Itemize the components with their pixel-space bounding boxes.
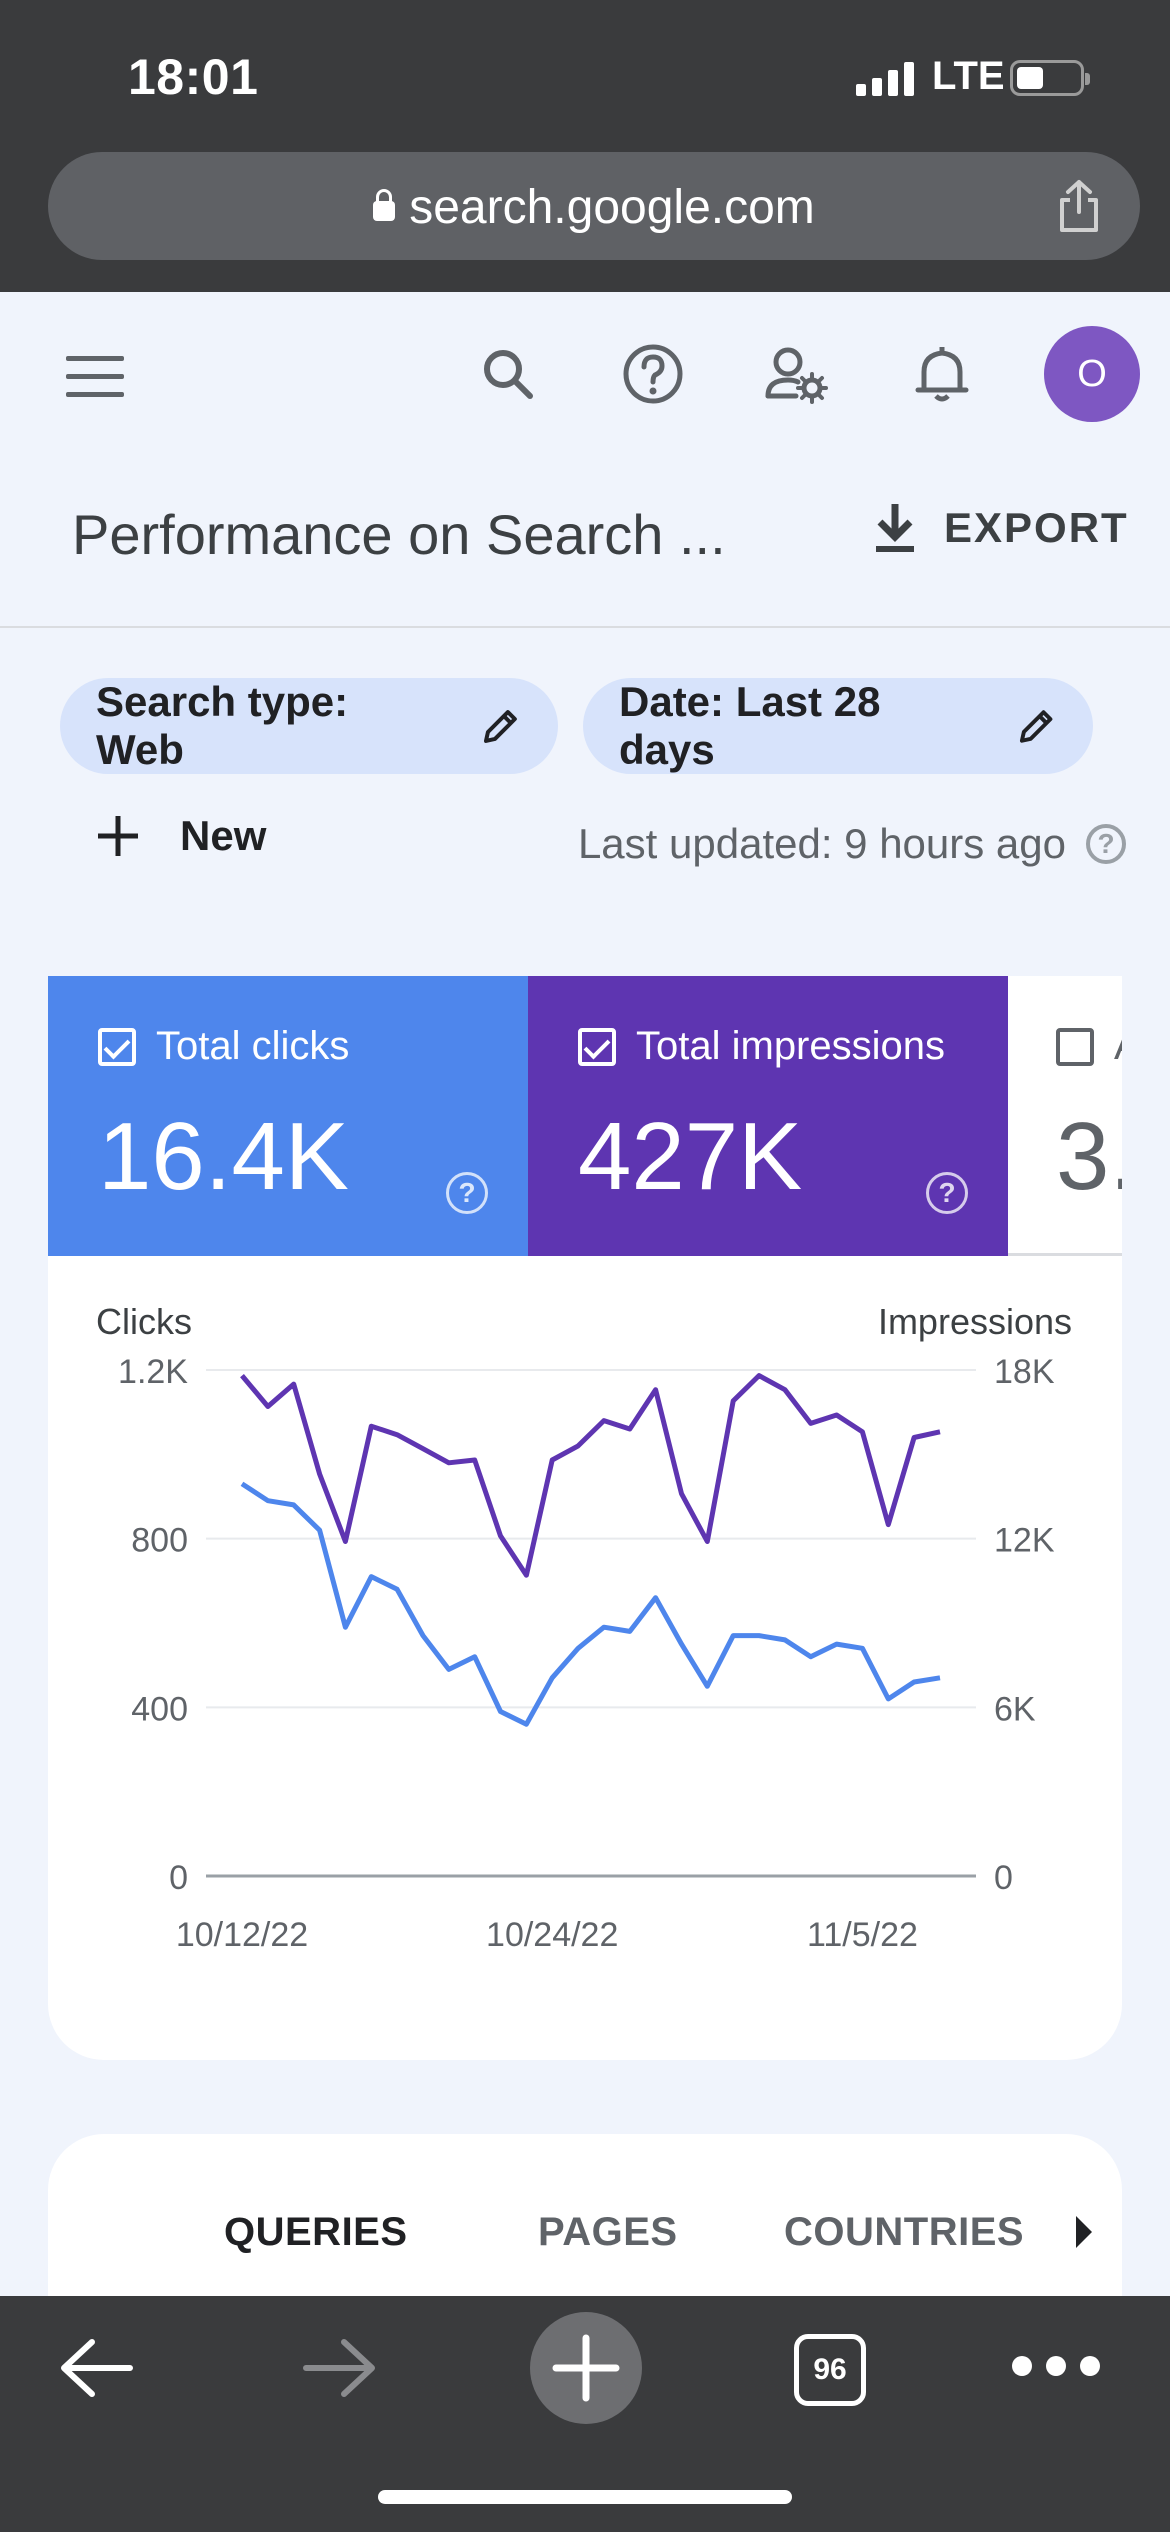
search-type-filter-chip[interactable]: Search type: Web: [60, 678, 558, 774]
right-tick-label: 12K: [994, 1522, 1055, 1560]
last-updated-help-icon[interactable]: ?: [1086, 824, 1126, 864]
metric-value: 427K: [578, 1103, 803, 1210]
series-line-clicks: [240, 1481, 941, 1727]
lock-icon: [373, 189, 396, 221]
export-button[interactable]: EXPORT: [872, 500, 1129, 556]
right-tick-label: 6K: [994, 1690, 1036, 1728]
back-arrow-icon[interactable]: [56, 2334, 136, 2402]
search-type-label: Search type: Web: [96, 678, 349, 773]
user-settings-icon[interactable]: [760, 338, 832, 410]
browser-chrome: 18:01 LTE search.google.com: [0, 0, 1170, 292]
performance-chart-card: Total clicks 16.4K ? Total impressions 4…: [48, 976, 1122, 2060]
url-display[interactable]: search.google.com: [48, 180, 1140, 235]
new-filter-label: New: [180, 812, 267, 859]
checkbox-checked-icon[interactable]: [98, 1027, 136, 1066]
right-tick-label: 0: [994, 1859, 1013, 1897]
metric-help-icon[interactable]: ?: [926, 1172, 968, 1214]
network-label: LTE: [932, 54, 1005, 98]
address-bar[interactable]: search.google.com: [48, 152, 1140, 260]
metric-card-total-clicks[interactable]: Total clicks 16.4K ?: [48, 976, 528, 1256]
app-header: O Performance on Search ... EXPORT: [0, 292, 1170, 626]
metric-value: 16.4K: [98, 1103, 349, 1210]
metric-label-row: Total clicks: [98, 1024, 349, 1069]
metric-label-row: Total impressions: [578, 1024, 945, 1069]
signal-icon: [856, 60, 914, 96]
right-axis-label: Impressions: [878, 1301, 1072, 1342]
date-filter-label: Date: Last 28 days: [619, 678, 881, 773]
search-icon[interactable]: [472, 338, 544, 410]
tabs-scroll-right-icon[interactable]: [1076, 2216, 1092, 2248]
metric-card-partial[interactable]: A 3.: [1008, 976, 1122, 1256]
download-icon: [876, 504, 914, 552]
new-tab-button[interactable]: [530, 2312, 642, 2424]
left-tick-label: 400: [131, 1690, 188, 1728]
home-indicator: [378, 2490, 792, 2504]
x-tick-label: 10/12/22: [176, 1916, 308, 1954]
tabs-count-button[interactable]: 96: [794, 2334, 866, 2406]
left-axis-label: Clicks: [96, 1301, 192, 1342]
page-title: Performance on Search ...: [72, 503, 726, 566]
left-tick-label: 0: [169, 1859, 188, 1897]
checkbox-checked-icon[interactable]: [578, 1027, 616, 1066]
metric-card-total-impressions[interactable]: Total impressions 427K ?: [528, 976, 1008, 1256]
metric-label: A: [1114, 1024, 1122, 1069]
edit-icon: [1019, 710, 1053, 743]
tab-countries[interactable]: COUNTRIES: [784, 2210, 1025, 2254]
line-chart: Clicks Impressions 0 0 400 6K 800 12K 1.2K 18K 1…: [96, 1301, 1072, 1954]
checkbox-unchecked-icon[interactable]: [1056, 1027, 1094, 1066]
more-options-icon[interactable]: [1012, 2356, 1100, 2376]
menu-icon[interactable]: [66, 356, 124, 398]
header-divider: [0, 626, 1170, 628]
metric-help-icon[interactable]: ?: [446, 1172, 488, 1214]
metric-label: Total clicks: [156, 1024, 350, 1068]
help-icon[interactable]: [617, 338, 689, 410]
metric-label: Total impressions: [636, 1024, 946, 1068]
forward-arrow-icon[interactable]: [300, 2334, 380, 2402]
left-tick-label: 1.2K: [118, 1353, 188, 1391]
new-filter-button[interactable]: New: [96, 812, 266, 860]
export-label: EXPORT: [944, 504, 1129, 551]
series-line-impressions: [240, 1373, 941, 1578]
avatar[interactable]: O: [1044, 326, 1140, 422]
plus-icon: [552, 2334, 620, 2402]
plus-icon: [98, 816, 138, 856]
date-filter-chip[interactable]: Date: Last 28 days: [583, 678, 1093, 774]
right-tick-label: 18K: [994, 1353, 1055, 1391]
tab-queries[interactable]: QUERIES: [224, 2210, 408, 2254]
x-tick-label: 11/5/22: [807, 1916, 918, 1954]
url-text: search.google.com: [409, 181, 815, 234]
share-icon[interactable]: [1056, 178, 1102, 234]
metric-label-row: A: [1056, 1024, 1122, 1069]
edit-icon: [484, 710, 518, 743]
last-updated-text: Last updated: 9 hours ago: [577, 820, 1066, 867]
notifications-icon[interactable]: [906, 338, 978, 410]
metric-value: 3.: [1056, 1103, 1122, 1210]
tab-pages[interactable]: PAGES: [538, 2210, 678, 2254]
left-tick-label: 800: [131, 1522, 188, 1560]
x-tick-label: 10/24/22: [486, 1916, 618, 1954]
status-time: 18:01: [128, 49, 259, 105]
battery-icon: [1010, 60, 1090, 96]
